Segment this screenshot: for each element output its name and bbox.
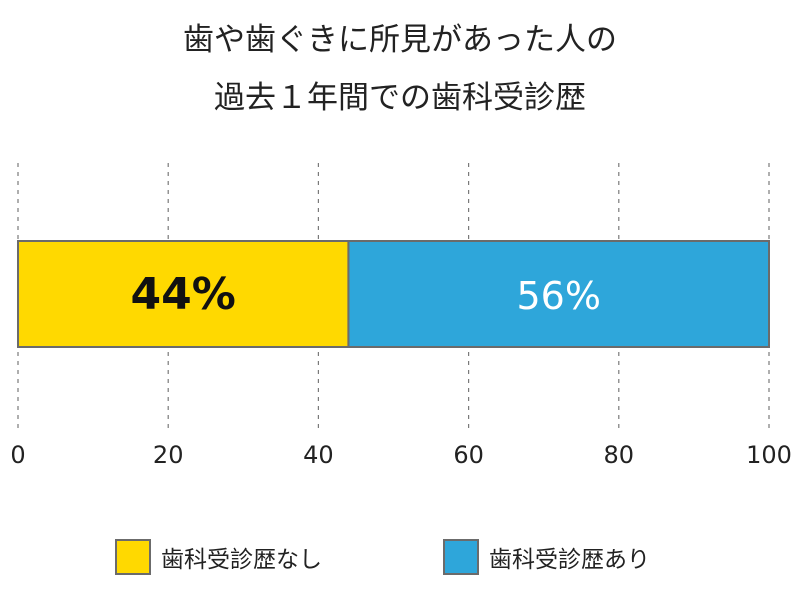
chart-title-line-2: 過去１年間での歯科受診歴 xyxy=(214,80,586,116)
x-tick-label: 0 xyxy=(10,441,25,469)
bar-segments xyxy=(17,240,770,348)
x-tick-label: 60 xyxy=(453,441,484,469)
legend-item-visit: 歯科受診歴あり xyxy=(443,537,650,577)
x-tick-label: 80 xyxy=(604,441,635,469)
bar-segment-no-visit xyxy=(17,240,350,348)
bar-data-labels: 44% 56% xyxy=(131,269,601,320)
chart-title-line-1: 歯や歯ぐきに所見があった人の xyxy=(183,22,617,58)
bar-data-label-no-visit: 44% xyxy=(131,269,236,320)
legend-swatch-no-visit xyxy=(115,539,151,575)
x-tick-label: 20 xyxy=(153,441,184,469)
legend-item-no-visit: 歯科受診歴なし xyxy=(115,537,322,577)
x-axis-tick-labels: 0 20 40 60 80 100 xyxy=(10,441,792,469)
legend-label-no-visit: 歯科受診歴なし xyxy=(161,547,322,573)
bar-segment-visit xyxy=(347,240,770,348)
x-tick-label: 40 xyxy=(303,441,334,469)
x-tick-label: 100 xyxy=(746,441,792,469)
legend-swatch-visit xyxy=(443,539,479,575)
bar-data-label-visit: 56% xyxy=(516,274,600,318)
legend-label-visit: 歯科受診歴あり xyxy=(489,547,650,573)
